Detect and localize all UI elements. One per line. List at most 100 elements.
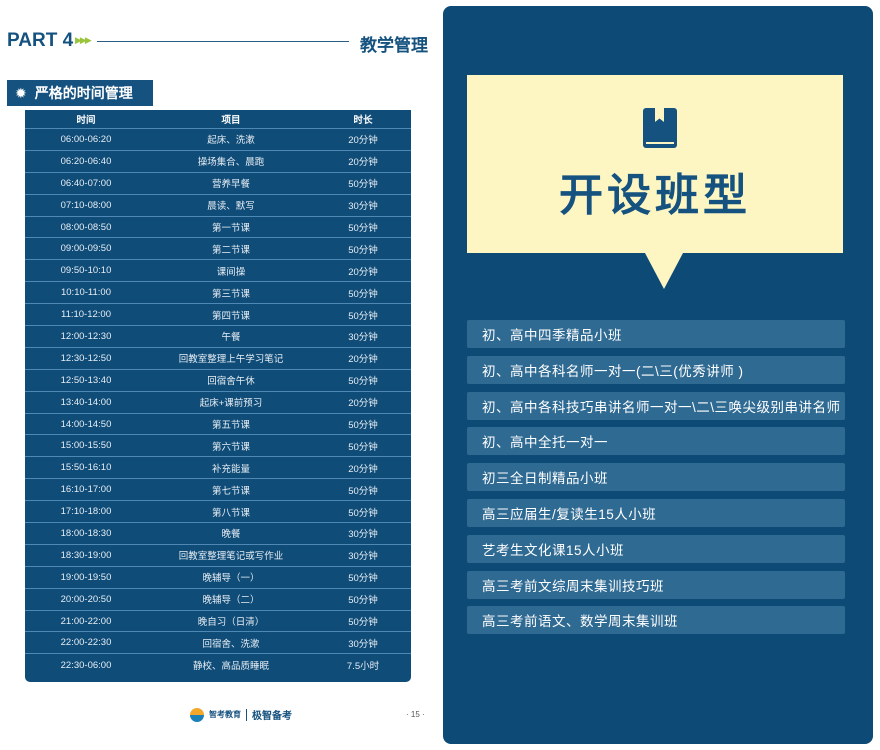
- time-cell: 12:30-12:50: [60, 352, 112, 364]
- duration-cell: 50分钟: [348, 507, 378, 519]
- table-row: 12:30-12:50 回教室整理上午学习笔记 20分钟: [25, 348, 411, 370]
- activity-cell: 课间操: [216, 266, 246, 278]
- time-cell: 11:10-12:00: [60, 309, 111, 321]
- panel-title: 开设班型: [559, 171, 751, 220]
- arrows-icon: ▶▶▶: [75, 35, 92, 45]
- table-header: 时间 项目 时长: [25, 110, 411, 129]
- class-type-item: 初、高中全托一对一: [467, 427, 845, 456]
- duration-cell: 50分钟: [348, 223, 378, 234]
- pointer-triangle: [645, 253, 683, 289]
- divider: [97, 41, 349, 42]
- table-row: 17:10-18:00 第八节课 50分钟: [25, 501, 411, 524]
- table-row: 15:00-15:50 第六节课 50分钟: [25, 435, 411, 458]
- table-row: 18:30-19:00 回教室整理笔记或写作业 30分钟: [25, 545, 411, 567]
- time-cell: 19:00-19:50: [60, 571, 112, 583]
- time-cell: 17:10-18:00: [60, 506, 112, 518]
- time-cell: 15:50-16:10: [60, 462, 112, 474]
- activity-cell: 静校、高品质睡眠: [192, 661, 269, 673]
- table-row: 07:10-08:00 晨读、默写 30分钟: [25, 195, 411, 217]
- class-type-item: 初、高中各科名师一对一(二\三(优秀讲师 ): [467, 355, 845, 384]
- subsection-badge: ✹ 严格的时间管理: [7, 80, 153, 106]
- time-cell: 22:00-22:30: [60, 637, 112, 649]
- activity-cell: 营养早餐: [211, 179, 250, 191]
- class-type-item: 艺考生文化课15人小班: [467, 534, 845, 563]
- duration-cell: 50分钟: [348, 420, 378, 432]
- activity-cell: 回宿舍午休: [207, 376, 255, 388]
- time-cell: 15:00-15:50: [60, 440, 112, 452]
- duration-cell: 50分钟: [348, 288, 378, 300]
- table-row: 15:50-16:10 补充能量 20分钟: [25, 457, 411, 480]
- duration-cell: 50分钟: [348, 485, 378, 497]
- table-row: 12:50-13:40 回宿舍午休 50分钟: [25, 370, 411, 392]
- time-cell: 18:00-18:30: [60, 527, 112, 539]
- duration-cell: 50分钟: [348, 617, 378, 629]
- class-type-item: 高三应届生/复读生15人小班: [467, 498, 845, 527]
- logo-left-text: 智考教育: [209, 710, 241, 719]
- activity-cell: 回教室整理上午学习笔记: [178, 354, 284, 366]
- activity-cell: 第六节课: [211, 441, 250, 453]
- duration-cell: 30分钟: [348, 551, 378, 563]
- table-row: 22:30-06:00 静校、高品质睡眠 7.5小时: [25, 654, 411, 676]
- time-cell: 08:00-08:50: [60, 221, 112, 233]
- divider: [246, 708, 247, 721]
- time-cell: 14:00-14:50: [60, 418, 112, 430]
- activity-cell: 晚自习（日清）: [197, 617, 265, 629]
- class-type-item: 初、高中各科技巧串讲名师一对一\二\三唤尖级别串讲名师: [467, 391, 845, 420]
- class-types-panel: 开设班型 初、高中四季精品小班 初、高中各科名师一对一(二\三(优秀讲师 ) 初、高…: [443, 6, 873, 744]
- title-card: 开设班型: [467, 75, 843, 253]
- duration-cell: 7.5小时: [346, 661, 380, 673]
- table-row: 09:50-10:10 课间操 20分钟: [25, 260, 411, 283]
- section-title: 教学管理: [360, 36, 428, 55]
- activity-cell: 晚餐: [221, 529, 241, 541]
- column-header: 时间: [76, 115, 96, 126]
- time-cell: 18:30-19:00: [60, 549, 112, 561]
- activity-cell: 补充能量: [211, 463, 250, 475]
- table-row: 12:00-12:30 午餐 30分钟: [25, 326, 411, 348]
- table-row: 20:00-20:50 晚辅导（二） 50分钟: [25, 589, 411, 611]
- duration-cell: 30分钟: [348, 332, 378, 344]
- duration-cell: 50分钟: [348, 244, 378, 256]
- duration-cell: 20分钟: [348, 463, 378, 475]
- class-type-item: 初、高中四季精品小班: [467, 320, 845, 348]
- activity-cell: 起床、洗漱: [207, 135, 255, 147]
- table-row: 21:00-22:00 晚自习（日清） 50分钟: [25, 611, 411, 633]
- time-cell: 09:50-10:10: [60, 265, 112, 277]
- duration-cell: 50分钟: [348, 179, 378, 191]
- activity-cell: 第七节课: [211, 485, 250, 497]
- time-cell: 20:00-20:50: [60, 593, 112, 605]
- time-cell: 07:10-08:00: [60, 199, 112, 211]
- footer-logo: 智考教育 极智备考: [190, 707, 292, 722]
- activity-cell: 第二节课: [211, 244, 250, 256]
- class-type-item: 高三考前文综周末集训技巧班: [467, 570, 845, 599]
- schedule-table: 时间 项目 时长 06:00-06:20 起床、洗漱 20分钟 06:20-06:40…: [25, 110, 411, 683]
- duration-cell: 20分钟: [348, 398, 378, 410]
- table-row: 14:00-14:50 第五节课 50分钟: [25, 414, 411, 436]
- time-cell: 06:20-06:40: [60, 155, 112, 167]
- table-row: 16:10-17:00 第七节课 50分钟: [25, 479, 411, 502]
- time-cell: 12:50-13:40: [60, 374, 112, 386]
- activity-cell: 起床+课前预习: [199, 398, 263, 410]
- time-cell: 21:00-22:00: [60, 615, 112, 627]
- table-row: 11:10-12:00 第四节课 50分钟: [25, 304, 411, 327]
- table-row: 08:00-08:50 第一节课 50分钟: [25, 217, 411, 239]
- class-type-item: 高三考前语文、数学周末集训班: [467, 606, 845, 635]
- activity-cell: 晚辅导（一）: [202, 573, 260, 585]
- class-list: 初、高中四季精品小班 初、高中各科名师一对一(二\三(优秀讲师 ) 初、高中各科技巧…: [467, 320, 845, 642]
- duration-cell: 50分钟: [348, 310, 378, 322]
- column-header: 时长: [353, 115, 373, 126]
- activity-cell: 第五节课: [211, 420, 250, 432]
- table-row: 18:00-18:30 晚餐 30分钟: [25, 523, 411, 545]
- logo-icon: [190, 707, 204, 722]
- time-cell: 09:00-09:50: [60, 243, 112, 255]
- table-row: 19:00-19:50 晚辅导（一） 50分钟: [25, 567, 411, 589]
- duration-cell: 20分钟: [348, 354, 378, 366]
- logo-right-text: 极智备考: [252, 711, 292, 722]
- part-label: PART 4: [7, 30, 74, 51]
- activity-cell: 回教室整理笔记或写作业: [178, 551, 284, 563]
- duration-cell: 20分钟: [348, 266, 378, 278]
- gear-icon: ✹: [15, 84, 27, 101]
- subsection-title: 严格的时间管理: [34, 85, 133, 101]
- duration-cell: 50分钟: [348, 595, 378, 607]
- time-cell: 06:00-06:20: [60, 133, 112, 145]
- duration-cell: 30分钟: [348, 638, 378, 650]
